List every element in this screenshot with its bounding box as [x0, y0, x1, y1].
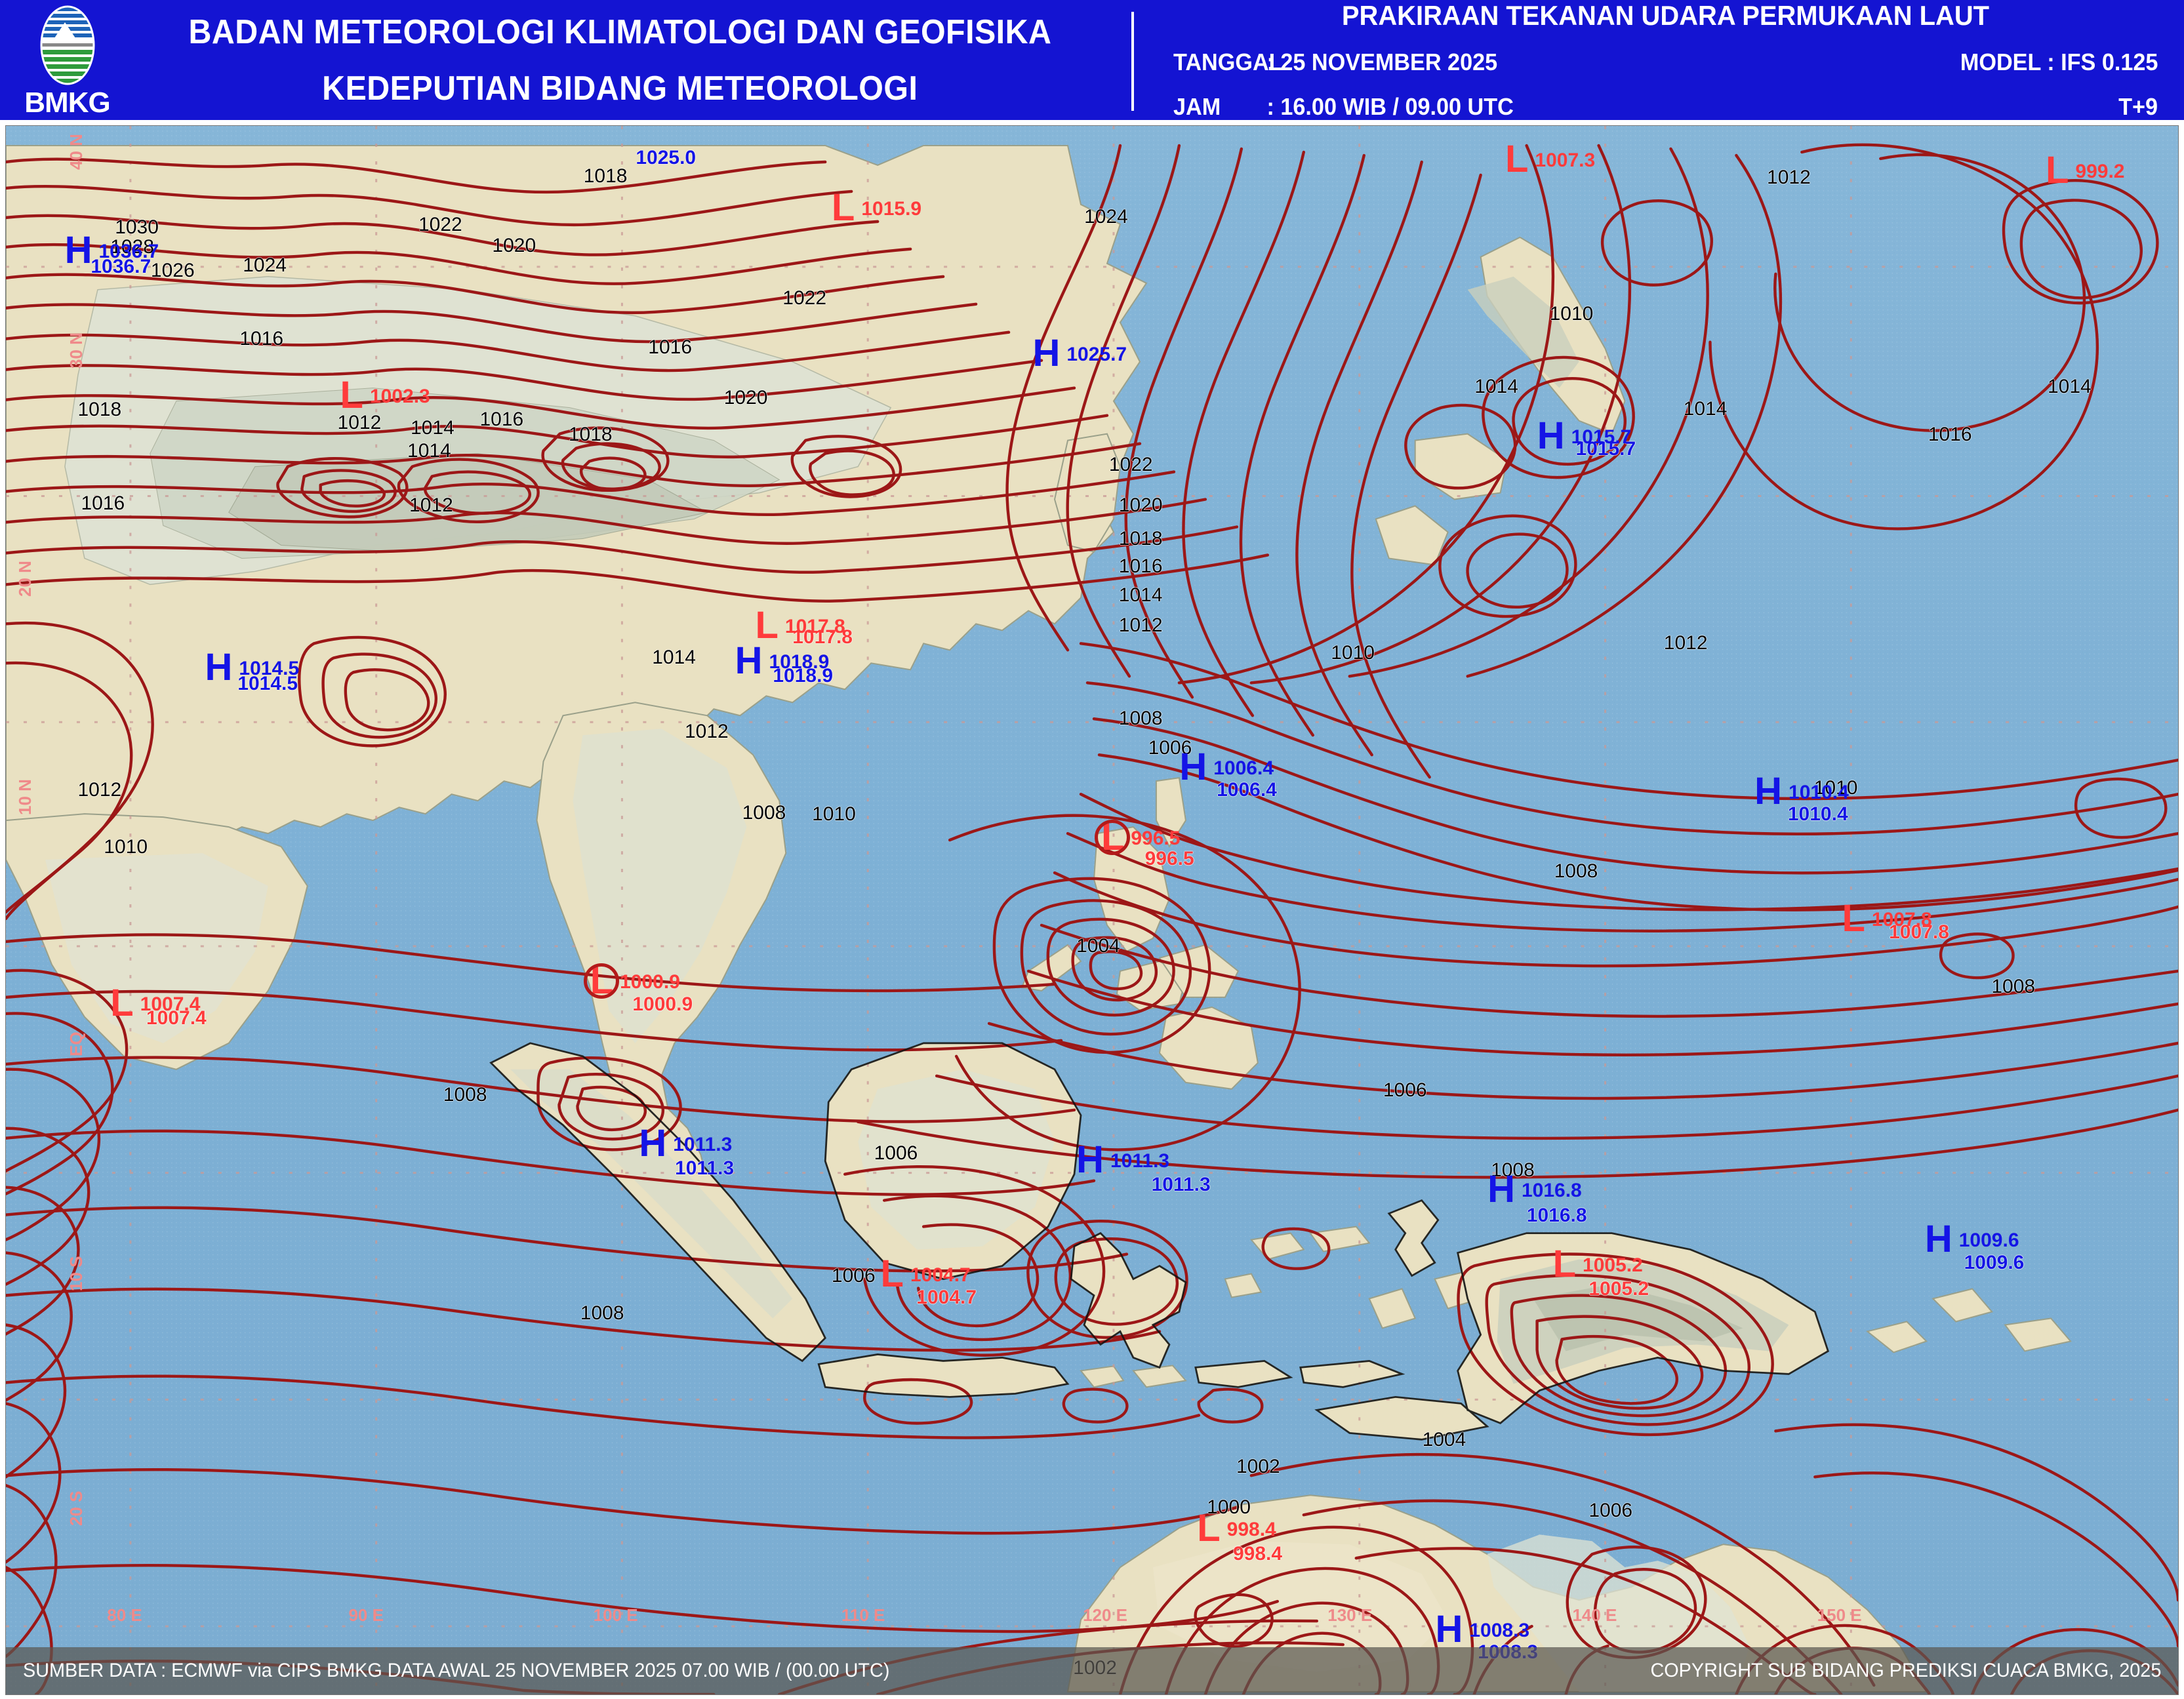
agency-name-line1: BADAN METEOROLOGI KLIMATOLOGI DAN GEOFIS…	[188, 12, 1051, 51]
agency-name-line2: KEDEPUTIAN BIDANG METEOROLOGI	[321, 69, 918, 108]
time-field: JAM : 16.00 WIB / 09.00 UTC	[1173, 93, 1514, 121]
date-row: TANGGAL: 25 NOVEMBER 2025 MODEL : IFS 0.…	[1173, 49, 2158, 76]
time-label: JAM	[1173, 92, 1221, 120]
bmkg-logo-text: BMKG	[24, 86, 110, 119]
bmkg-emblem-icon	[31, 5, 104, 85]
product-meta: PRAKIRAAN TEKANAN UDARA PERMUKAAN LAUT T…	[1134, 0, 2184, 120]
date-value: : 25 NOVEMBER 2025	[1266, 48, 1498, 75]
date-field: TANGGAL: 25 NOVEMBER 2025	[1173, 49, 1497, 76]
date-label: TANGGAL	[1173, 48, 1283, 75]
map-footer-bar: SUMBER DATA : ECMWF via CIPS BMKG DATA A…	[6, 1647, 2178, 1694]
time-value: : 16.00 WIB / 09.00 UTC	[1266, 92, 1514, 120]
isobar-layer	[6, 143, 2178, 1694]
pressure-map[interactable]: 1025.0 1018 1024 1022 1020 1030 1028 1036.7 1026…	[5, 125, 2179, 1695]
time-row: JAM : 16.00 WIB / 09.00 UTC T+9	[1173, 93, 2158, 121]
agency-title: BADAN METEOROLOGI KLIMATOLOGI DAN GEOFIS…	[134, 0, 1131, 120]
source-text: SUMBER DATA : ECMWF via CIPS BMKG DATA A…	[23, 1660, 890, 1681]
map-container: 1025.0 1018 1024 1022 1020 1030 1028 1036.7 1026…	[0, 120, 2184, 1699]
map-canvas	[6, 126, 2178, 1694]
model-label: MODEL : IFS 0.125	[1960, 48, 2158, 75]
header-divider	[1131, 12, 1134, 111]
lead-time-label: T+9	[2118, 92, 2158, 120]
bmkg-logo: BMKG	[0, 0, 134, 120]
page-header: BMKG BADAN METEOROLOGI KLIMATOLOGI DAN G…	[0, 0, 2184, 120]
product-title: PRAKIRAAN TEKANAN UDARA PERMUKAAN LAUT	[1341, 0, 1990, 31]
coastline-accent	[489, 1042, 1830, 1441]
copyright-text: COPYRIGHT SUB BIDANG PREDIKSI CUACA BMKG…	[1650, 1660, 2161, 1681]
